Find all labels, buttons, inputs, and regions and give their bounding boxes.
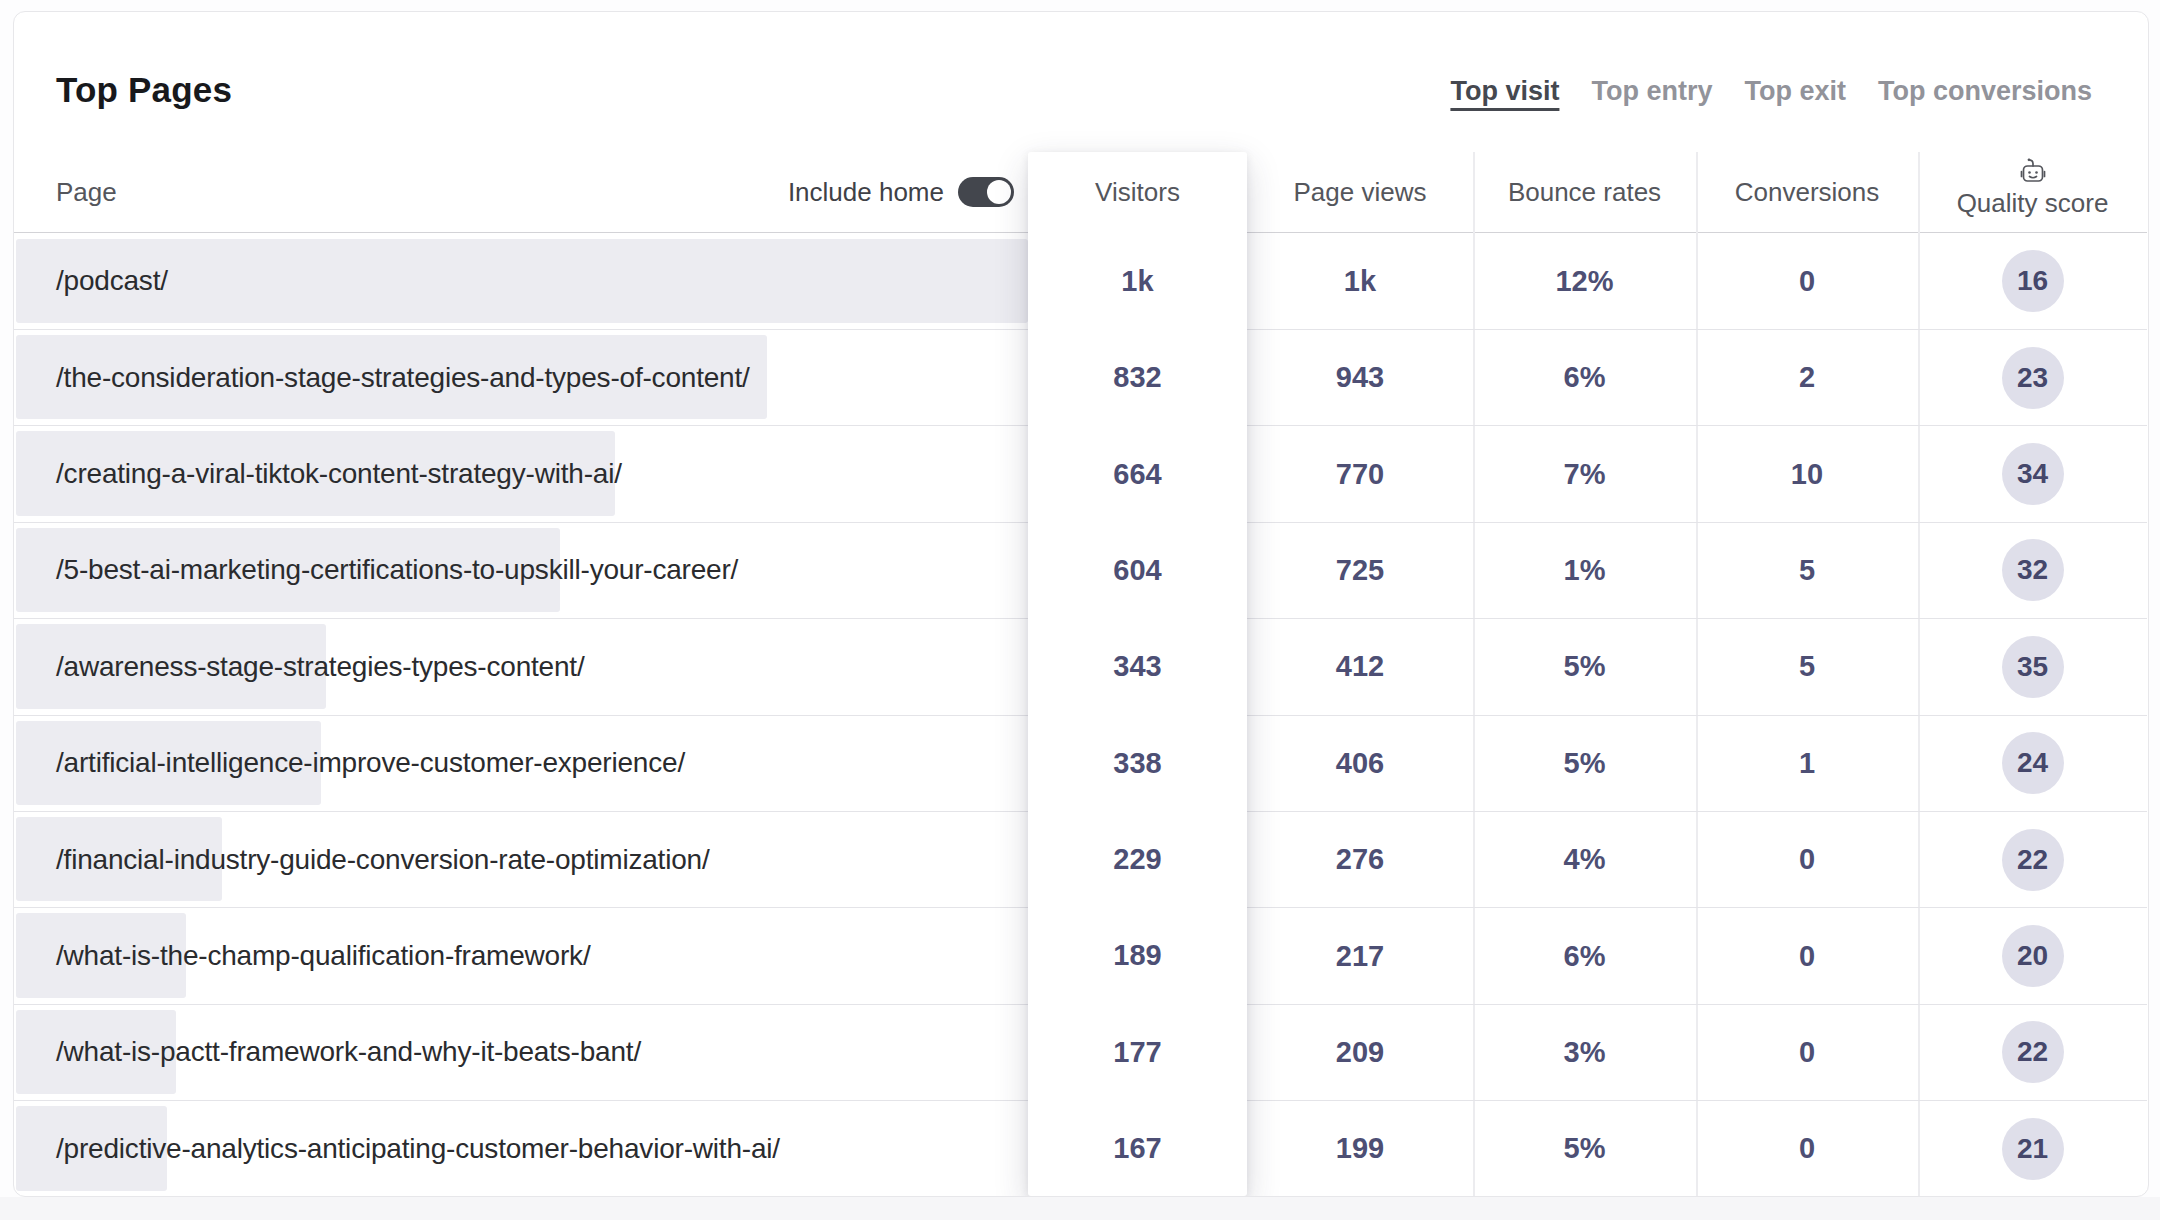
quality-score-cell: 22 xyxy=(1918,1005,2147,1100)
bounce-rate-value: 1% xyxy=(1473,523,1696,618)
bounce-rate-value: 6% xyxy=(1473,330,1696,425)
include-home-label: Include home xyxy=(788,177,944,208)
quality-score-cell: 32 xyxy=(1918,523,2147,618)
bounce-rate-value: 5% xyxy=(1473,1101,1696,1196)
quality-score-badge: 20 xyxy=(2002,925,2064,987)
page-views-value: 770 xyxy=(1247,426,1473,521)
bounce-rate-value: 12% xyxy=(1473,234,1696,329)
visitors-value: 189 xyxy=(1028,908,1247,1004)
visitors-value: 343 xyxy=(1028,619,1247,715)
quality-score-badge: 35 xyxy=(2002,636,2064,698)
visitors-value: 604 xyxy=(1028,522,1247,618)
page-views-value: 217 xyxy=(1247,908,1473,1003)
quality-score-cell: 34 xyxy=(1918,426,2147,521)
page-views-value: 412 xyxy=(1247,619,1473,714)
page-views-value: 725 xyxy=(1247,523,1473,618)
page-path[interactable]: /creating-a-viral-tiktok-content-strateg… xyxy=(56,426,622,521)
tab-top-entry[interactable]: Top entry xyxy=(1591,76,1712,107)
page-views-value: 943 xyxy=(1247,330,1473,425)
visitors-value: 229 xyxy=(1028,811,1247,907)
visitors-value: 177 xyxy=(1028,1004,1247,1100)
bounce-rate-value: 7% xyxy=(1473,426,1696,521)
robot-icon xyxy=(2018,156,2048,186)
page-path[interactable]: /what-is-pactt-framework-and-why-it-beat… xyxy=(56,1005,641,1100)
page-views-value: 276 xyxy=(1247,812,1473,907)
visitors-value: 664 xyxy=(1028,426,1247,522)
page-path[interactable]: /podcast/ xyxy=(56,234,168,329)
bounce-rate-value: 5% xyxy=(1473,619,1696,714)
top-pages-card: Top Pages Top visit Top entry Top exit T… xyxy=(13,11,2149,1197)
quality-score-cell: 35 xyxy=(1918,619,2147,714)
column-header-bounce-rates: Bounce rates xyxy=(1473,152,1696,232)
visitors-value: 1k xyxy=(1028,234,1247,330)
quality-score-badge: 23 xyxy=(2002,347,2064,409)
quality-score-cell: 23 xyxy=(1918,330,2147,425)
quality-score-badge: 34 xyxy=(2002,443,2064,505)
page-path[interactable]: /what-is-the-champ-qualification-framewo… xyxy=(56,908,590,1003)
conversions-value: 10 xyxy=(1696,426,1918,521)
quality-score-cell: 24 xyxy=(1918,716,2147,811)
tab-top-exit[interactable]: Top exit xyxy=(1744,76,1846,107)
quality-score-cell: 16 xyxy=(1918,234,2147,329)
include-home-toggle[interactable] xyxy=(958,177,1014,207)
page-path[interactable]: /financial-industry-guide-conversion-rat… xyxy=(56,812,710,907)
conversions-value: 0 xyxy=(1696,1005,1918,1100)
bounce-rate-value: 3% xyxy=(1473,1005,1696,1100)
column-header-visitors: Visitors xyxy=(1028,152,1247,233)
page-views-value: 209 xyxy=(1247,1005,1473,1100)
conversions-value: 5 xyxy=(1696,523,1918,618)
quality-score-badge: 24 xyxy=(2002,732,2064,794)
page-path[interactable]: /the-consideration-stage-strategies-and-… xyxy=(56,330,750,425)
quality-score-cell: 22 xyxy=(1918,812,2147,907)
bounce-rate-value: 4% xyxy=(1473,812,1696,907)
page-path[interactable]: /awareness-stage-strategies-types-conten… xyxy=(56,619,585,714)
page-views-value: 406 xyxy=(1247,716,1473,811)
tab-top-visit[interactable]: Top visit xyxy=(1450,76,1559,107)
column-header-page: Page xyxy=(56,152,117,232)
conversions-value: 0 xyxy=(1696,908,1918,1003)
visitors-column-content: Visitors 1k832664604343338229189177167 xyxy=(1028,152,1247,1196)
conversions-value: 1 xyxy=(1696,716,1918,811)
column-header-conversions: Conversions xyxy=(1696,152,1918,232)
conversions-value: 0 xyxy=(1696,812,1918,907)
page-views-value: 199 xyxy=(1247,1101,1473,1196)
quality-score-badge: 21 xyxy=(2002,1118,2064,1180)
page-path[interactable]: /artificial-intelligence-improve-custome… xyxy=(56,716,685,811)
page-views-value: 1k xyxy=(1247,234,1473,329)
conversions-value: 0 xyxy=(1696,234,1918,329)
column-header-quality-score: Quality score xyxy=(1918,152,2147,232)
page-path[interactable]: /5-best-ai-marketing-certifications-to-u… xyxy=(56,523,738,618)
tab-top-conversions[interactable]: Top conversions xyxy=(1878,76,2092,107)
quality-score-cell: 20 xyxy=(1918,908,2147,1003)
page-background-strip xyxy=(0,1197,2160,1220)
visitors-value: 167 xyxy=(1028,1100,1247,1196)
include-home-control: Include home xyxy=(634,152,1014,232)
bounce-rate-value: 5% xyxy=(1473,716,1696,811)
quality-score-badge: 32 xyxy=(2002,539,2064,601)
bounce-rate-value: 6% xyxy=(1473,908,1696,1003)
page-title: Top Pages xyxy=(56,70,232,110)
column-header-quality-score-label: Quality score xyxy=(1957,188,2109,219)
conversions-value: 5 xyxy=(1696,619,1918,714)
page-path[interactable]: /predictive-analytics-anticipating-custo… xyxy=(56,1101,780,1196)
quality-score-badge: 22 xyxy=(2002,1021,2064,1083)
quality-score-badge: 22 xyxy=(2002,829,2064,891)
toggle-knob xyxy=(987,180,1011,204)
visitors-value: 338 xyxy=(1028,715,1247,811)
quality-score-cell: 21 xyxy=(1918,1101,2147,1196)
metric-tabs: Top visit Top entry Top exit Top convers… xyxy=(1450,76,2092,107)
conversions-value: 0 xyxy=(1696,1101,1918,1196)
column-header-page-views: Page views xyxy=(1247,152,1473,232)
quality-score-badge: 16 xyxy=(2002,250,2064,312)
conversions-value: 2 xyxy=(1696,330,1918,425)
visitors-value: 832 xyxy=(1028,330,1247,426)
